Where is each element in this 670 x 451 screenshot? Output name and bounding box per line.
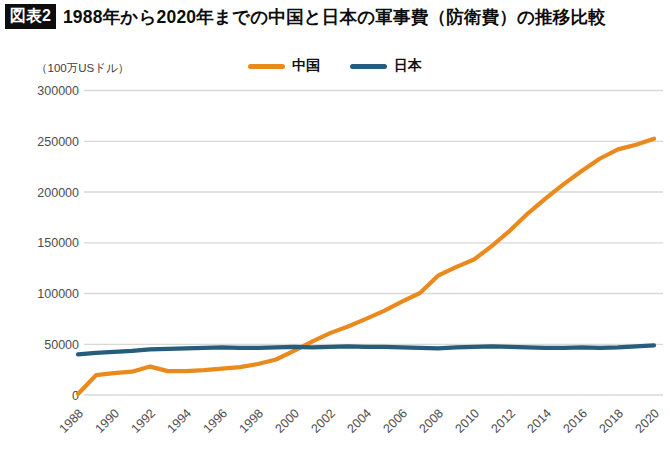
series-line-china bbox=[78, 139, 654, 394]
x-axis-tick-label: 2016 bbox=[561, 406, 591, 436]
x-axis-tick-label: 2004 bbox=[345, 406, 375, 436]
y-axis-tick-label: 300000 bbox=[37, 84, 79, 98]
x-axis-tick-label: 2002 bbox=[309, 406, 339, 436]
x-axis-tick-label: 2012 bbox=[489, 406, 519, 436]
series-line-japan bbox=[78, 345, 654, 354]
y-axis-tick-label: 100000 bbox=[37, 287, 79, 301]
y-axis-tick-label: 250000 bbox=[37, 135, 79, 149]
x-axis-tick-label: 2018 bbox=[597, 406, 627, 436]
x-axis-tick-label: 1990 bbox=[93, 406, 123, 436]
x-axis-tick-label: 1996 bbox=[201, 406, 231, 436]
y-axis-tick-label: 50000 bbox=[44, 338, 79, 352]
chart-svg: 0500001000001500002000002500003000001988… bbox=[0, 0, 670, 451]
y-axis-tick-label: 150000 bbox=[37, 236, 79, 250]
x-axis-tick-label: 1988 bbox=[57, 406, 87, 436]
x-axis-tick-label: 2008 bbox=[417, 406, 447, 436]
y-axis-tick-label: 200000 bbox=[37, 186, 79, 200]
x-axis-tick-label: 2020 bbox=[633, 406, 663, 436]
x-axis-tick-label: 2006 bbox=[381, 406, 411, 436]
x-axis-tick-label: 1998 bbox=[237, 406, 267, 436]
x-axis-tick-label: 1992 bbox=[129, 406, 159, 436]
x-axis-tick-label: 2014 bbox=[525, 406, 555, 436]
x-axis-tick-label: 1994 bbox=[165, 406, 195, 436]
x-axis-tick-label: 2000 bbox=[273, 406, 303, 436]
x-axis-tick-label: 2010 bbox=[453, 406, 483, 436]
chart-page: 図表2 1988年から2020年までの中国と日本の軍事費（防衛費）の推移比較 （… bbox=[0, 0, 670, 451]
